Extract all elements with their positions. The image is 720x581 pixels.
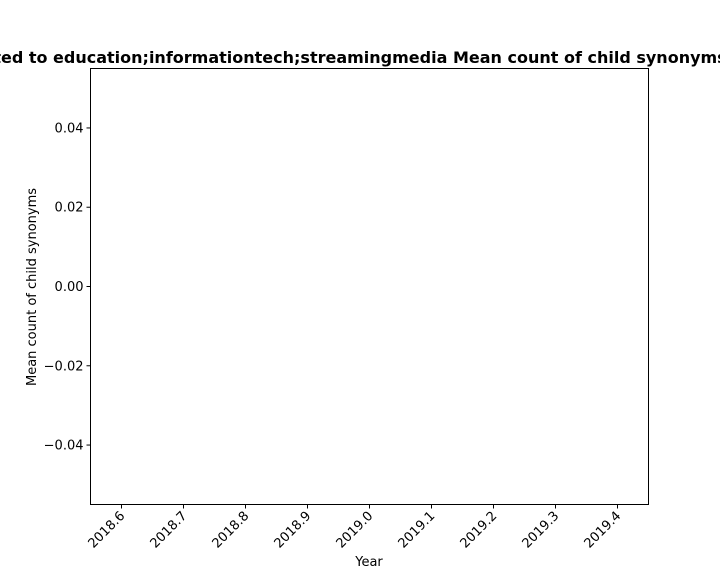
plot-area [90,68,649,505]
x-axis-label: Year [354,555,383,570]
x-tick-label: 2019.2 [458,509,501,552]
y-tick-label: −0.02 [44,359,84,374]
x-tick-label: 2019.3 [520,509,563,552]
y-axis: 0.04 0.02 0.00 −0.02 −0.04 [44,121,91,454]
y-tick-label: 0.04 [55,121,84,136]
y-axis-label: Mean count of child synonyms [25,188,40,386]
x-tick-label: 2019.4 [582,509,625,552]
x-tick-label: 2018.9 [272,509,315,552]
x-tick-label: 2018.7 [148,509,191,552]
x-tick-label: 2018.6 [86,509,129,552]
x-axis: 2018.6 2018.7 2018.8 2018.9 2019.0 2019.1 2019… [86,504,625,552]
y-tick-label: 0.02 [55,201,84,216]
x-tick-label: 2019.0 [334,509,377,552]
x-tick-label: 2019.1 [396,509,439,552]
y-tick-label: −0.04 [44,439,84,454]
x-tick-label: 2018.8 [210,509,253,552]
y-tick-label: 0.00 [55,280,84,295]
chart-title: ted to education;informationtech;streami… [0,48,720,67]
